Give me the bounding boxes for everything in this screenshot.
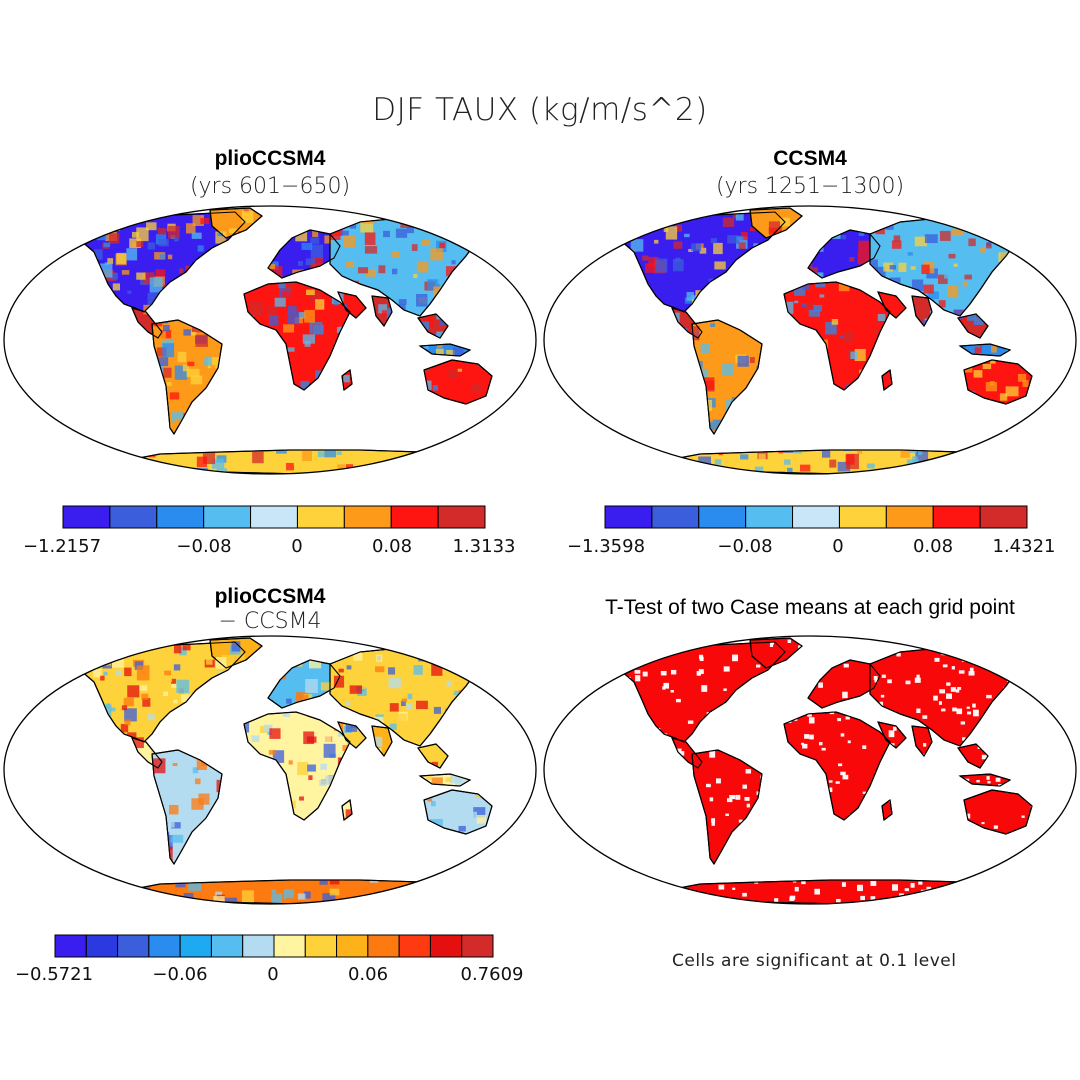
continent-nz	[1045, 399, 1057, 419]
colorbar-swatch	[242, 934, 275, 958]
colorbar-swatch	[336, 934, 369, 958]
colorbar-swatch	[461, 934, 494, 958]
map-border	[3, 635, 537, 905]
colorbar-swatch	[792, 505, 840, 529]
colorbar-tick-label: −0.06	[152, 964, 208, 985]
colorbar-swatch	[698, 505, 747, 529]
colorbar-swatch	[343, 505, 392, 529]
panel-subtitle-top-right: (yrs 1251−1300)	[715, 174, 905, 199]
colorbar-swatch	[296, 505, 345, 529]
colorbar-swatch	[54, 934, 87, 958]
colorbar-swatch	[85, 934, 119, 958]
panel-title-bottom-right: T-Test of two Case means at each grid po…	[605, 596, 1015, 619]
colorbar-tick-label: −0.08	[717, 536, 773, 557]
colorbar-swatch	[932, 505, 981, 529]
map-difference	[3, 635, 537, 905]
colorbar-swatch	[62, 505, 111, 529]
significance-note: Cells are significant at 0.1 level	[672, 951, 957, 971]
colorbar-swatch	[273, 934, 306, 958]
colorbar-swatch	[304, 934, 338, 958]
colorbar-bottom-left	[54, 934, 494, 958]
colorbar-swatch	[979, 505, 1028, 529]
colorbar-swatch	[367, 934, 400, 958]
colorbar-top-left	[62, 505, 486, 529]
colorbar-tick-label: −1.3598	[566, 536, 646, 557]
panel-subtitle-top-left: (yrs 601−650)	[189, 174, 351, 199]
colorbar-swatch	[429, 934, 463, 958]
colorbar-swatch	[250, 505, 298, 529]
colorbar-tick-label: 0.08	[912, 536, 954, 557]
colorbar-tick-label: −0.08	[176, 536, 232, 557]
colorbar-tick-label: −1.2157	[22, 536, 102, 557]
colorbar-swatch	[838, 505, 887, 529]
figure-title: DJF TAUX (kg/m/s^2)	[372, 92, 708, 128]
colorbar-tick-label: −0.5721	[14, 964, 94, 985]
colorbar-swatch	[885, 505, 934, 529]
colorbar-swatch	[390, 505, 439, 529]
map-ccsm4	[543, 205, 1077, 475]
map-border	[3, 205, 537, 475]
continent-nz	[505, 399, 517, 419]
colorbar-tick-label: 0	[291, 536, 303, 557]
colorbar-swatch	[604, 505, 653, 529]
colorbar-tick-label: 0	[832, 536, 844, 557]
colorbar-tick-label: 0.7609	[460, 964, 524, 985]
map-ttest	[543, 635, 1077, 905]
colorbar-tick-label: 0.08	[371, 536, 413, 557]
map-border	[543, 205, 1077, 475]
colorbar-swatch	[109, 505, 158, 529]
colorbar-swatch	[117, 934, 150, 958]
panel-title-top-left: plioCCSM4	[214, 147, 326, 170]
colorbar-swatch	[203, 505, 252, 529]
colorbar-swatch	[179, 934, 212, 958]
colorbar-swatch	[148, 934, 181, 958]
colorbar-swatch	[156, 505, 205, 529]
colorbar-swatch	[398, 934, 431, 958]
colorbar-tick-label: 0.06	[347, 964, 389, 985]
panel-title-bottom-left: plioCCSM4	[214, 585, 326, 608]
continent-nz	[1045, 829, 1057, 849]
panel-subtitle-bottom-left: − CCSM4	[218, 609, 322, 634]
colorbar-swatch	[745, 505, 794, 529]
map-plioccsm4	[3, 205, 537, 475]
colorbar-swatch	[651, 505, 700, 529]
map-border	[543, 635, 1077, 905]
colorbar-swatch	[437, 505, 486, 529]
colorbar-swatch	[210, 934, 244, 958]
panel-title-top-right: CCSM4	[773, 147, 847, 170]
colorbar-tick-label: 0	[267, 964, 279, 985]
continent-nz	[505, 829, 517, 849]
colorbar-tick-label: 1.4321	[992, 536, 1056, 557]
colorbar-tick-label: 1.3133	[452, 536, 516, 557]
colorbar-top-right	[604, 505, 1028, 529]
